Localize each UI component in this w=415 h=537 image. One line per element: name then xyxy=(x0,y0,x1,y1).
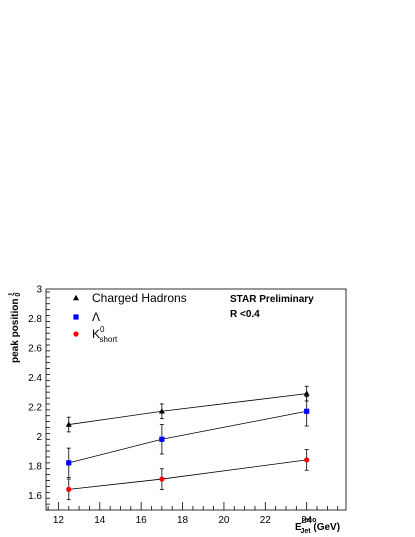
x-tick-label: 12 xyxy=(53,515,65,526)
data-point xyxy=(304,408,310,414)
annotation-radius: R <0.4 xyxy=(230,309,260,320)
y-tick-label: 2.4 xyxy=(28,373,42,384)
y-tick-label: 1.6 xyxy=(28,491,42,502)
data-point xyxy=(303,390,310,396)
y-tick-label: 2 xyxy=(36,432,42,443)
series-line xyxy=(68,459,307,490)
y-axis-ticks: 1.6 1.8 2 2.2 2.4 2.6 2.8 3 xyxy=(28,285,50,511)
series-line xyxy=(68,393,307,425)
x-tick-label: 14 xyxy=(94,515,106,526)
data-point xyxy=(158,408,165,414)
legend-marker xyxy=(73,294,79,301)
x-axis-label: Ereco Jet (GeV) xyxy=(295,517,340,535)
series-2 xyxy=(66,449,310,501)
x-tick-label: 22 xyxy=(260,515,272,526)
data-point xyxy=(66,460,72,466)
legend-label: Charged Hadrons xyxy=(92,291,187,305)
legend-marker xyxy=(73,331,79,337)
y-tick-label: 2.8 xyxy=(28,314,42,325)
series-0 xyxy=(65,385,310,433)
y-tick-label: 3 xyxy=(36,285,42,296)
y-axis-label: peak position ξ0 xyxy=(9,292,22,363)
series-1 xyxy=(66,396,310,478)
x-tick-label: 20 xyxy=(218,515,230,526)
y-tick-label: 2.2 xyxy=(28,402,42,413)
annotation-star-preliminary: STAR Preliminary xyxy=(230,294,314,305)
x-tick-label: 24 xyxy=(301,515,313,526)
data-point xyxy=(304,457,310,463)
data-point xyxy=(159,476,165,482)
legend-label: Λ xyxy=(92,310,100,324)
y-tick-label: 2.6 xyxy=(28,343,42,354)
y-tick-label: 1.8 xyxy=(28,461,42,472)
data-point xyxy=(159,436,165,442)
series-line xyxy=(68,410,307,464)
legend: Charged Hadrons ΛK0 short xyxy=(73,291,187,344)
x-axis-ticks: 12 14 16 18 20 22 24 xyxy=(47,502,339,526)
data-point xyxy=(65,421,72,427)
x-tick-label: 18 xyxy=(177,515,189,526)
x-tick-label: 16 xyxy=(136,515,148,526)
plot-frame xyxy=(45,288,347,511)
legend-label: K0 short xyxy=(92,325,118,344)
data-point xyxy=(66,486,72,492)
series-layer xyxy=(65,385,310,501)
legend-marker xyxy=(73,314,79,320)
